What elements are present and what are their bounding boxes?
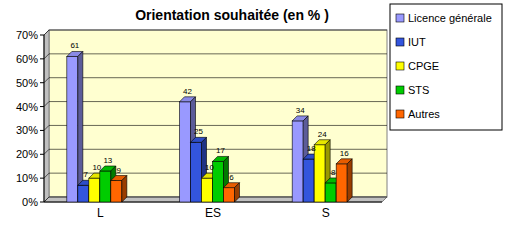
plot-side-wall bbox=[44, 30, 49, 202]
bar bbox=[224, 183, 240, 202]
data-label: 8 bbox=[331, 168, 336, 177]
y-tick bbox=[40, 154, 44, 155]
data-label: 17 bbox=[216, 146, 225, 155]
x-tick-label: ES bbox=[205, 206, 221, 220]
y-tick-label: 0% bbox=[22, 196, 38, 208]
y-tick-label: 20% bbox=[16, 148, 38, 160]
data-label: 34 bbox=[296, 106, 305, 115]
legend-label: Licence générale bbox=[408, 12, 492, 24]
y-tick bbox=[40, 35, 44, 36]
legend-swatch bbox=[396, 86, 404, 94]
chart-container: Orientation souhaitée (en % ) 0% 10% 20% 30%… bbox=[0, 0, 505, 234]
data-label: 18 bbox=[307, 144, 316, 153]
data-label: 10 bbox=[92, 163, 101, 172]
y-tick bbox=[40, 178, 44, 179]
y-tick-label: 60% bbox=[16, 53, 38, 65]
y-axis bbox=[44, 35, 45, 202]
legend-label: IUT bbox=[408, 36, 426, 48]
grid-line bbox=[44, 102, 387, 107]
bar bbox=[111, 176, 127, 202]
legend-label: CPGE bbox=[408, 60, 439, 72]
y-tick-label: 30% bbox=[16, 124, 38, 136]
y-tick bbox=[40, 202, 44, 203]
data-label: 9 bbox=[117, 166, 122, 175]
data-label: 61 bbox=[70, 41, 79, 50]
bar bbox=[67, 51, 83, 202]
data-label: 24 bbox=[318, 130, 327, 139]
grid-line bbox=[44, 30, 387, 35]
y-tick bbox=[40, 106, 44, 107]
grid-line bbox=[44, 78, 387, 83]
y-tick-label: 10% bbox=[16, 172, 38, 184]
title: Orientation souhaitée (en % ) bbox=[135, 7, 329, 23]
grid-line bbox=[44, 125, 387, 130]
x-tick-label: S bbox=[322, 206, 330, 220]
x-tick-label: L bbox=[97, 206, 104, 220]
legend-swatch bbox=[396, 14, 404, 22]
data-label: 25 bbox=[194, 127, 203, 136]
y-tick bbox=[40, 58, 44, 59]
legend-swatch bbox=[396, 110, 404, 118]
legend-label: STS bbox=[408, 84, 429, 96]
legend-label: Autres bbox=[408, 108, 440, 120]
bar bbox=[336, 159, 352, 202]
data-label: 10 bbox=[205, 163, 214, 172]
legend-swatch bbox=[396, 38, 404, 46]
data-label: 6 bbox=[229, 173, 234, 182]
data-label: 7 bbox=[84, 170, 89, 179]
data-label: 16 bbox=[340, 149, 349, 158]
data-label: 13 bbox=[103, 156, 112, 165]
legend-swatch bbox=[396, 62, 404, 70]
legend: Licence générale IUT CPGE STS Autres bbox=[390, 4, 502, 130]
y-tick-label: 40% bbox=[16, 101, 38, 113]
legend-box bbox=[390, 4, 502, 130]
y-tick bbox=[40, 130, 44, 131]
data-label: 42 bbox=[183, 87, 192, 96]
bars bbox=[67, 51, 352, 202]
grid-line bbox=[44, 54, 387, 59]
chart: Orientation souhaitée (en % ) 0% 10% 20% 30%… bbox=[0, 0, 505, 234]
y-tick-label: 50% bbox=[16, 77, 38, 89]
y-tick bbox=[40, 82, 44, 83]
y-tick-label: 70% bbox=[16, 29, 38, 41]
